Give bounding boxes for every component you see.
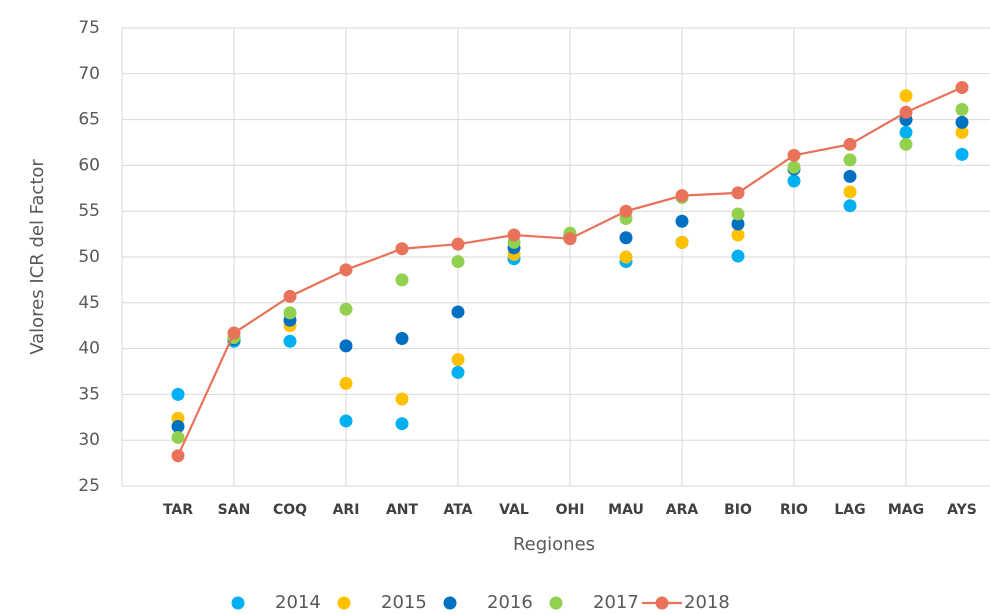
- x-tick-label: MAG: [888, 502, 924, 518]
- x-tick-label: ATA: [443, 502, 472, 518]
- data-point: [171, 430, 185, 444]
- y-axis-label: Valores ICR del Factor: [27, 159, 48, 355]
- data-point: [171, 419, 185, 433]
- data-point: [339, 339, 353, 353]
- x-tick-label: LAG: [834, 502, 865, 518]
- data-point: [227, 326, 241, 340]
- data-point: [563, 232, 577, 246]
- data-point: [395, 332, 409, 346]
- data-point: [731, 217, 745, 231]
- data-point: [339, 414, 353, 428]
- x-tick-label: SAN: [218, 502, 251, 518]
- data-point: [395, 392, 409, 406]
- data-point: [339, 376, 353, 390]
- data-point: [283, 334, 297, 348]
- legend-marker: [337, 596, 351, 610]
- data-point: [451, 237, 465, 251]
- data-point: [731, 228, 745, 242]
- data-point: [507, 228, 521, 242]
- x-axis-label: Regiones: [513, 534, 595, 555]
- x-tick-label: ARA: [666, 502, 699, 518]
- legend-marker: [549, 596, 563, 610]
- data-point: [339, 263, 353, 277]
- x-tick-label: ANT: [386, 502, 419, 518]
- x-tick-label: OHI: [556, 502, 585, 518]
- data-point: [283, 306, 297, 320]
- data-point: [675, 235, 689, 249]
- data-point: [843, 169, 857, 183]
- data-point: [451, 365, 465, 379]
- y-tick-label: 35: [78, 384, 100, 404]
- data-point: [731, 249, 745, 263]
- data-point: [899, 125, 913, 139]
- y-tick-label: 60: [78, 155, 100, 175]
- data-point: [171, 387, 185, 401]
- x-tick-label: AYS: [947, 502, 977, 518]
- legend-label: 2014: [275, 592, 321, 613]
- y-tick-label: 65: [78, 110, 100, 130]
- y-tick-label: 30: [78, 430, 100, 450]
- data-point: [843, 185, 857, 199]
- data-point: [619, 250, 633, 264]
- x-tick-label: MAU: [608, 502, 644, 518]
- data-point: [899, 89, 913, 103]
- data-point: [283, 289, 297, 303]
- data-point: [787, 174, 801, 188]
- data-point: [955, 147, 969, 161]
- data-point: [955, 81, 969, 95]
- x-tick-label: RIO: [780, 502, 808, 518]
- data-point: [451, 353, 465, 367]
- data-point: [395, 273, 409, 287]
- data-point: [619, 231, 633, 245]
- data-point: [955, 115, 969, 129]
- data-point: [843, 199, 857, 213]
- y-tick-label: 70: [78, 64, 100, 84]
- legend-label: 2018: [684, 592, 730, 613]
- data-point: [451, 305, 465, 319]
- data-point: [395, 417, 409, 431]
- data-point: [787, 160, 801, 174]
- data-point: [955, 103, 969, 117]
- x-tick-label: ARI: [333, 502, 360, 518]
- data-point: [843, 153, 857, 167]
- legend-marker: [231, 596, 245, 610]
- legend-label: 2015: [381, 592, 427, 613]
- data-point: [619, 204, 633, 218]
- data-point: [731, 186, 745, 200]
- y-tick-label: 40: [78, 339, 100, 359]
- x-tick-label: TAR: [163, 502, 193, 518]
- data-point: [731, 207, 745, 221]
- data-point: [395, 242, 409, 256]
- data-point: [787, 148, 801, 162]
- data-point: [899, 137, 913, 151]
- legend-marker: [655, 596, 669, 610]
- legend-marker: [443, 596, 457, 610]
- data-point: [899, 105, 913, 119]
- data-point: [171, 449, 185, 463]
- data-point: [339, 302, 353, 316]
- x-tick-label: COQ: [273, 502, 307, 518]
- legend-label: 2016: [487, 592, 533, 613]
- y-tick-label: 75: [78, 18, 100, 38]
- legend-label: 2017: [593, 592, 639, 613]
- data-point: [843, 137, 857, 151]
- data-point: [955, 125, 969, 139]
- data-point: [675, 189, 689, 203]
- y-tick-label: 25: [78, 476, 100, 496]
- x-tick-label: BIO: [724, 502, 752, 518]
- x-tick-label: VAL: [499, 502, 529, 518]
- data-point: [451, 255, 465, 269]
- data-point: [675, 214, 689, 228]
- y-tick-label: 55: [78, 201, 100, 221]
- y-tick-label: 45: [78, 293, 100, 313]
- y-tick-label: 50: [78, 247, 100, 267]
